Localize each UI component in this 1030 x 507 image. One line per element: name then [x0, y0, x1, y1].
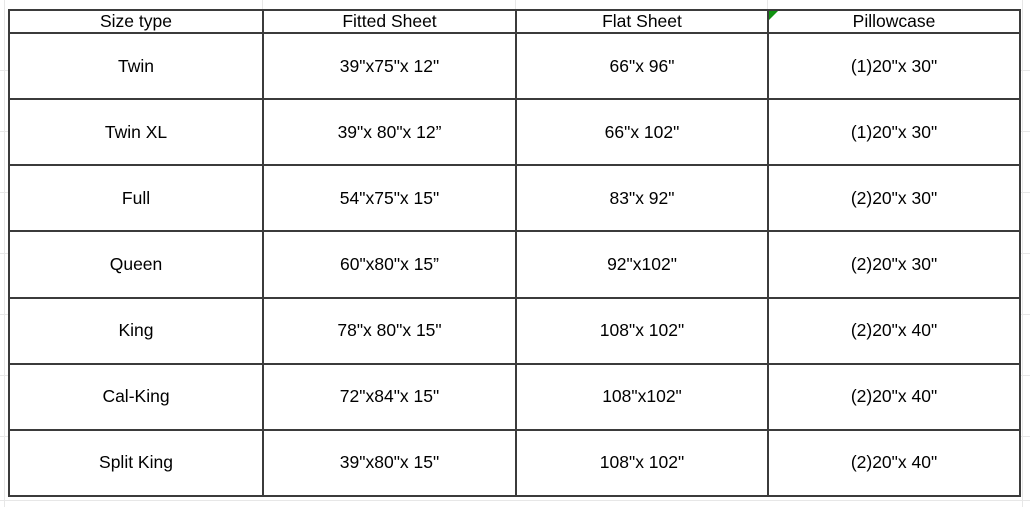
- dimension-cell[interactable]: 108"x102": [515, 362, 769, 431]
- dimension-cell[interactable]: 72"x84"x 15": [262, 362, 517, 431]
- size-type-cell[interactable]: Split King: [8, 428, 264, 498]
- gridline: [0, 500, 1030, 501]
- gridline: [515, 0, 516, 9]
- size-type-cell[interactable]: Cal-King: [8, 362, 264, 431]
- table-row: Twin XL 39"x 80"x 12” 66"x 102" (1)20"x 30": [8, 98, 1021, 167]
- size-type-cell[interactable]: Full: [8, 164, 264, 233]
- dimension-cell[interactable]: (1)20"x 30": [767, 31, 1021, 101]
- table-row: Queen 60"x80"x 15” 92"x102" (2)20"x 30": [8, 230, 1021, 299]
- gridline: [767, 0, 768, 9]
- table-row: King 78"x 80"x 15" 108"x 102" (2)20"x 40": [8, 296, 1021, 365]
- dimension-cell[interactable]: 39"x 80"x 12”: [262, 98, 517, 167]
- column-header-pillowcase[interactable]: Pillowcase: [767, 9, 1021, 34]
- header-row: Size type Fitted Sheet Flat Sheet Pillow…: [8, 9, 1021, 34]
- table-row: Cal-King 72"x84"x 15" 108"x102" (2)20"x 40": [8, 362, 1021, 431]
- dimension-cell[interactable]: 66"x 96": [515, 31, 769, 101]
- column-header-fitted-sheet[interactable]: Fitted Sheet: [262, 9, 517, 34]
- column-header-size-type[interactable]: Size type: [8, 9, 264, 34]
- dimension-cell[interactable]: 108"x 102": [515, 296, 769, 365]
- size-type-cell[interactable]: King: [8, 296, 264, 365]
- size-type-cell[interactable]: Queen: [8, 230, 264, 299]
- column-header-flat-sheet[interactable]: Flat Sheet: [515, 9, 769, 34]
- dimension-cell[interactable]: 54"x75"x 15": [262, 164, 517, 233]
- dimension-cell[interactable]: (2)20"x 40": [767, 296, 1021, 365]
- dimension-cell[interactable]: 66"x 102": [515, 98, 769, 167]
- dimension-cell[interactable]: 60"x80"x 15”: [262, 230, 517, 299]
- dimension-cell[interactable]: 78"x 80"x 15": [262, 296, 517, 365]
- column-header-label: Pillowcase: [852, 11, 936, 31]
- dimension-cell[interactable]: (2)20"x 40": [767, 362, 1021, 431]
- dimension-cell[interactable]: 83"x 92": [515, 164, 769, 233]
- dimension-cell[interactable]: (2)20"x 30": [767, 230, 1021, 299]
- dimension-cell[interactable]: 39"x75"x 12": [262, 31, 517, 101]
- table-row: Split King 39"x80"x 15" 108"x 102" (2)20"x …: [8, 428, 1021, 498]
- dimension-cell[interactable]: 39"x80"x 15": [262, 428, 517, 498]
- dimension-cell[interactable]: 108"x 102": [515, 428, 769, 498]
- dimension-cell[interactable]: (2)20"x 40": [767, 428, 1021, 498]
- dimension-cell[interactable]: (2)20"x 30": [767, 164, 1021, 233]
- cell-flag-triangle-icon: [770, 12, 778, 20]
- size-type-cell[interactable]: Twin: [8, 31, 264, 101]
- dimension-cell[interactable]: 92"x102": [515, 230, 769, 299]
- size-type-cell[interactable]: Twin XL: [8, 98, 264, 167]
- sheet-size-table: Size type Fitted Sheet Flat Sheet Pillow…: [8, 9, 1021, 498]
- table-row: Twin 39"x75"x 12" 66"x 96" (1)20"x 30": [8, 31, 1021, 101]
- gridline: [262, 0, 263, 9]
- dimension-cell[interactable]: (1)20"x 30": [767, 98, 1021, 167]
- table-row: Full 54"x75"x 15" 83"x 92" (2)20"x 30": [8, 164, 1021, 233]
